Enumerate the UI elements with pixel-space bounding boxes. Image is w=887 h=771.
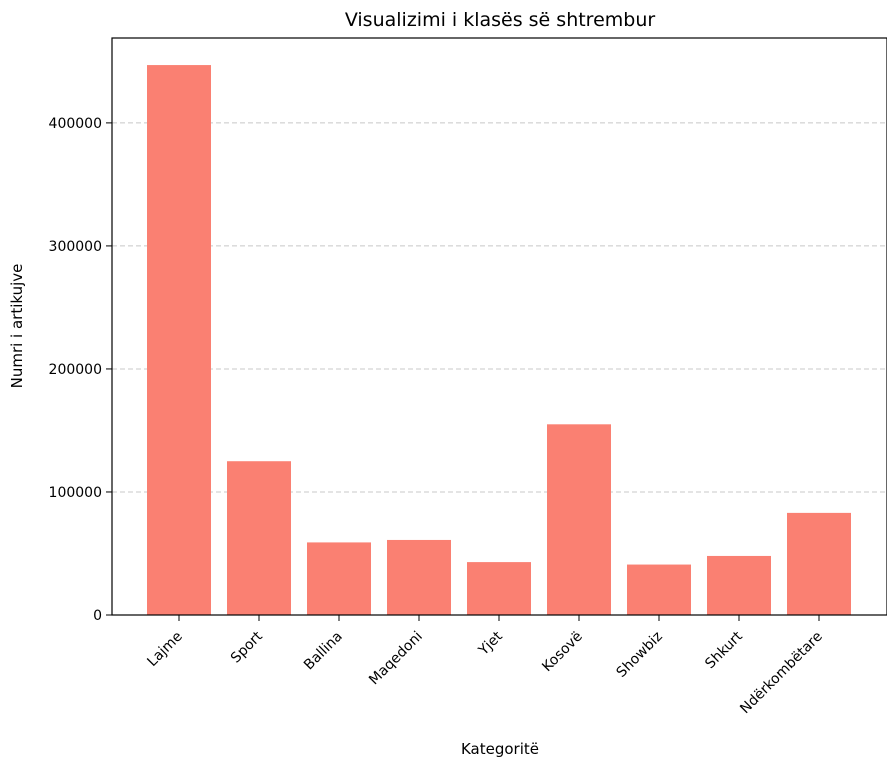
y-tick-label: 200000 [49,362,102,378]
bar [787,512,851,615]
y-tick-label: 300000 [49,239,102,255]
bar [627,564,691,615]
bar [467,562,531,615]
y-tick-label: 0 [93,608,102,624]
x-tick-label: Ballina [301,629,346,674]
x-tick-label: Yjet [475,628,506,659]
plot-frame [111,37,887,616]
y-axis: 0 100000 200000 300000 400000 [49,116,112,624]
x-tick-label: Sport [228,628,266,666]
bar [147,65,211,615]
x-tick-label: Maqedoni [366,629,426,689]
y-tick-label: 100000 [49,485,102,501]
gridlines [112,122,887,493]
y-tick-label: 400000 [49,116,102,132]
chart-title: Visualizimi i klasës së shtrembur [345,9,656,31]
x-tick-label: Kosovë [539,629,586,676]
x-axis-label: Kategoritë [461,740,539,758]
x-tick-label: Lajme [144,629,185,670]
x-tick-label: Ndërkombëtare [737,629,826,718]
bar [547,424,611,615]
x-tick-label: Showbiz [614,629,666,681]
bar [707,555,771,615]
bar [307,542,371,615]
bar [387,539,451,615]
x-axis: Lajme Sport Ballina Maqedoni Yjet Kosovë Showb… [144,615,826,718]
x-tick-label: Shkurt [702,628,746,672]
y-axis-label: Numri i artikujve [8,264,26,389]
bars [147,65,851,615]
bar [227,461,291,615]
